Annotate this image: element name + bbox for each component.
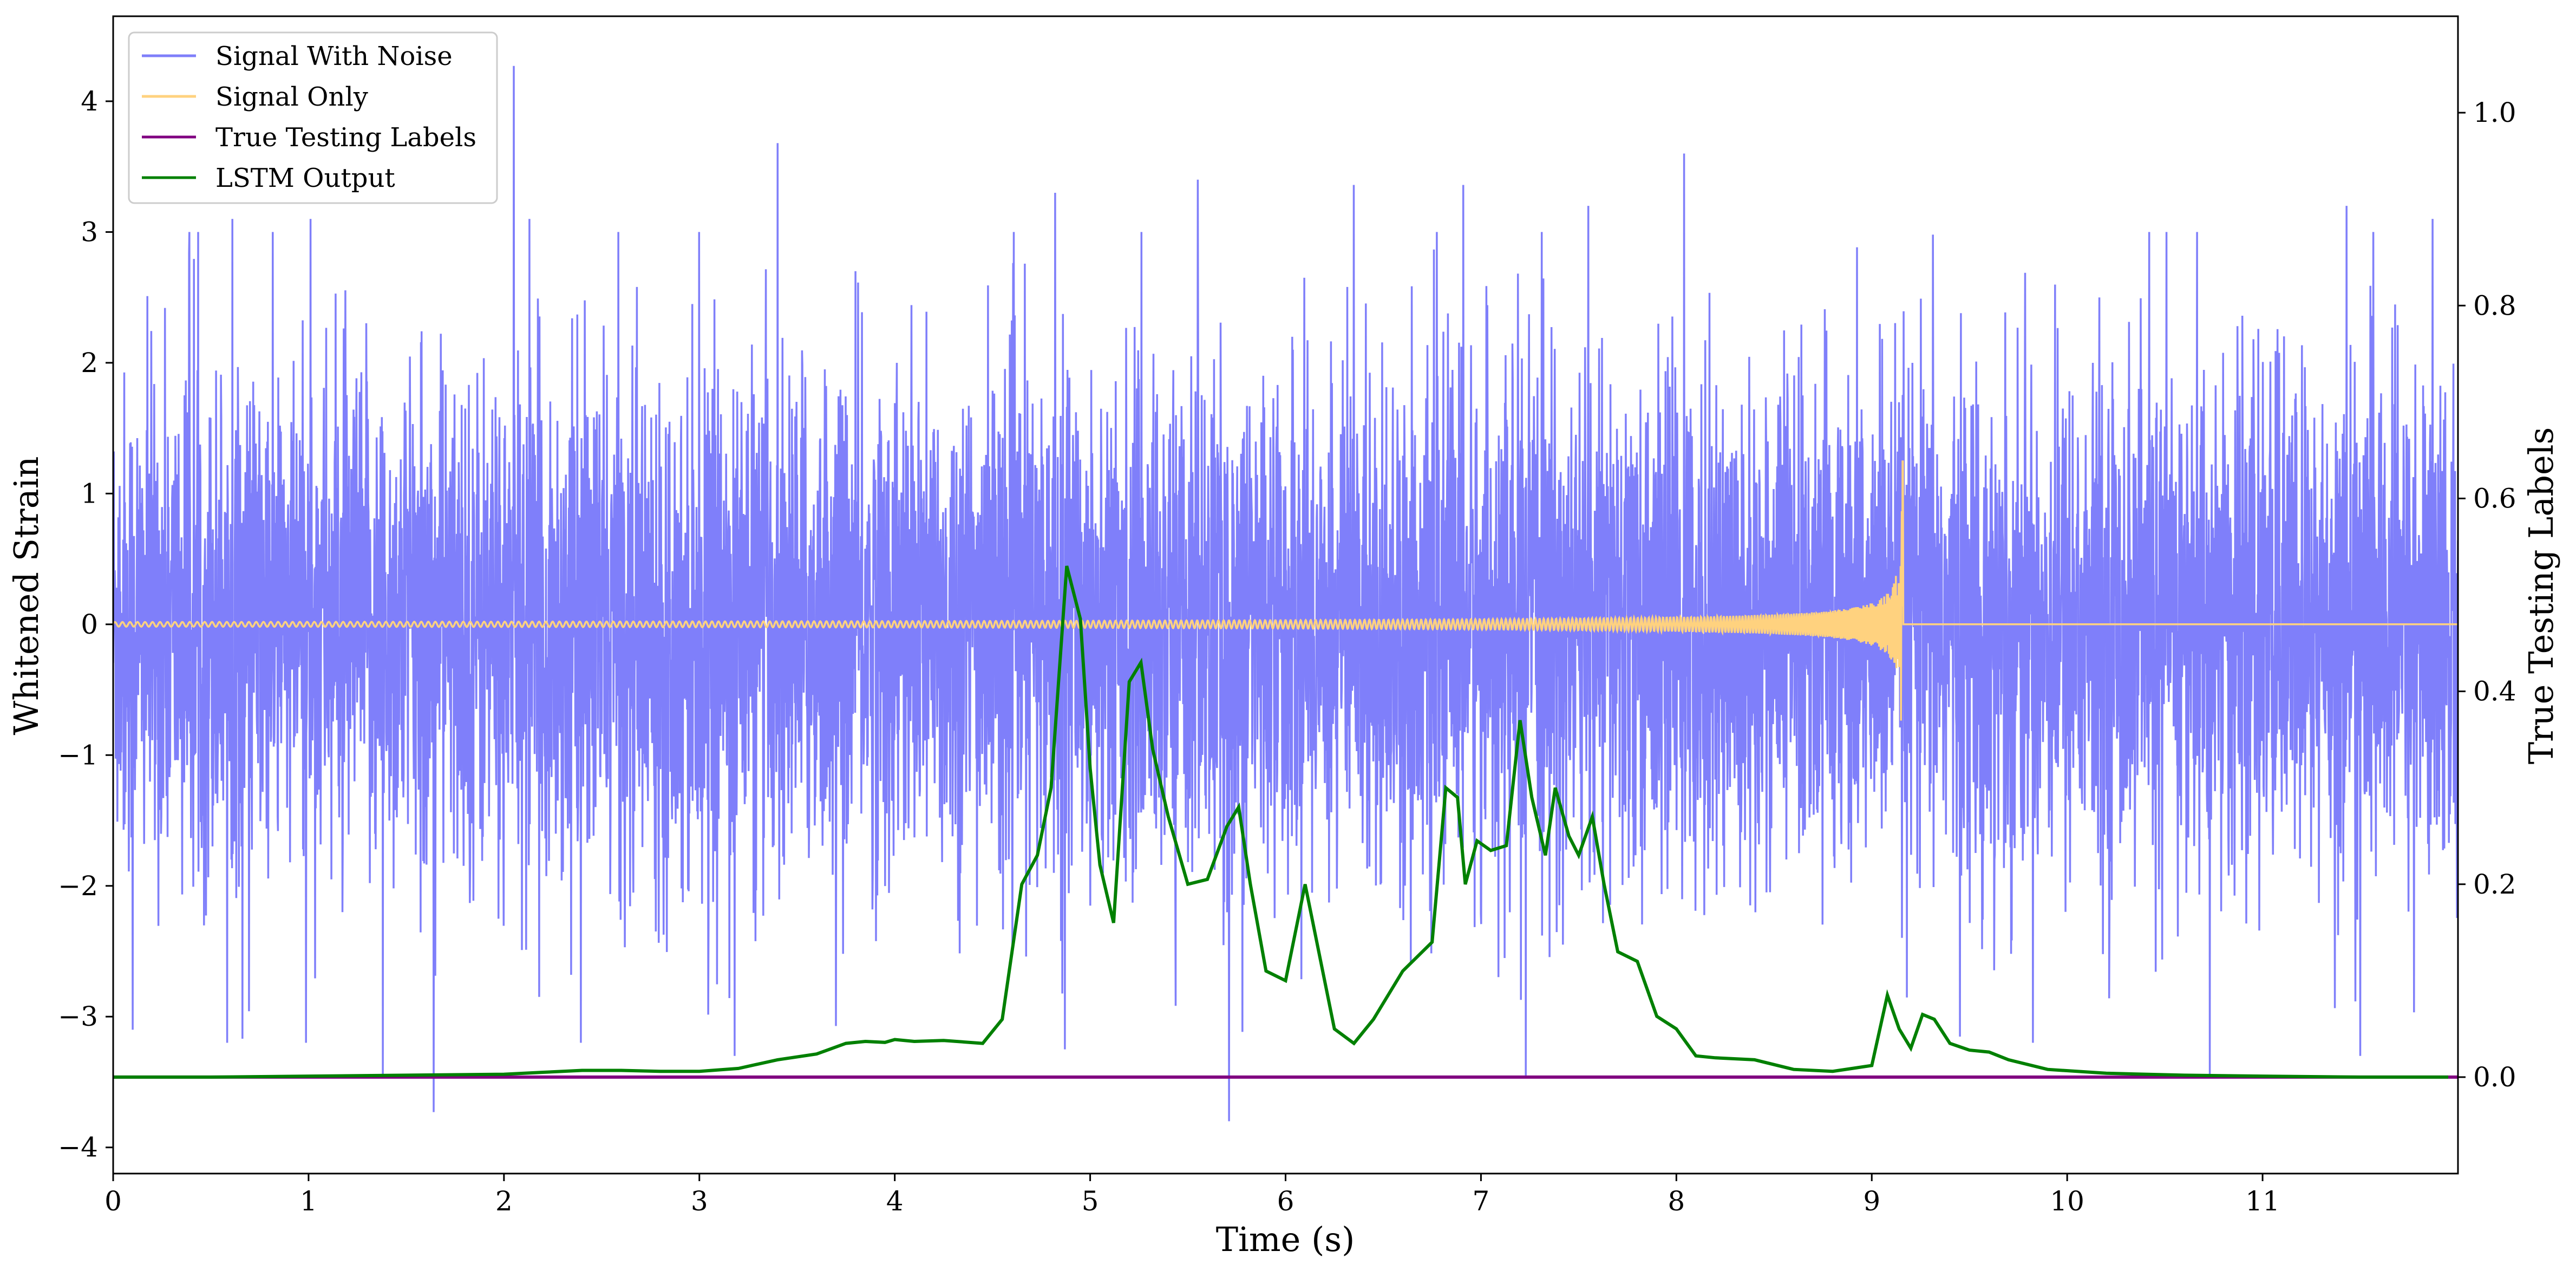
x-tick-label: 9 <box>1863 1185 1880 1217</box>
y-axis-left: −4 −3 −2 −1 0 1 2 3 4 <box>58 86 113 1163</box>
x-axis-label: Time (s) <box>1216 1220 1355 1259</box>
x-tick-label: 3 <box>691 1185 708 1217</box>
y-axis-label: Whitened Strain <box>6 457 46 735</box>
y-tick-label: 1 <box>81 478 98 509</box>
y2-tick-label: 0.6 <box>2473 483 2516 514</box>
y-tick-label: −4 <box>58 1132 98 1163</box>
y2-tick-label: 0.2 <box>2473 869 2516 900</box>
x-tick-label: 7 <box>1473 1185 1490 1217</box>
signal-with-noise-line <box>113 66 2458 1122</box>
x-axis: 0 1 2 3 4 5 6 7 8 9 10 11 <box>104 1174 2280 1217</box>
legend-entry: Signal With Noise <box>142 41 453 71</box>
y-tick-label: 3 <box>81 216 98 247</box>
legend-label: Signal Only <box>215 82 368 112</box>
legend-entry: LSTM Output <box>142 163 395 193</box>
y2-tick-label: 0.8 <box>2473 290 2516 321</box>
x-tick-label: 11 <box>2245 1185 2280 1217</box>
y-axis-right: 0.0 0.2 0.4 0.6 0.8 1.0 <box>2458 97 2516 1093</box>
y2-tick-label: 0.0 <box>2473 1061 2516 1093</box>
legend-box <box>128 31 498 204</box>
x-tick-label: 5 <box>1082 1185 1099 1217</box>
y2-axis-label: True Testing Labels <box>2521 427 2561 765</box>
y-tick-label: −2 <box>58 870 98 902</box>
x-tick-label: 6 <box>1277 1185 1294 1217</box>
legend-entry: True Testing Labels <box>142 122 476 153</box>
legend: Signal With Noise Signal Only True Testi… <box>128 31 498 204</box>
x-tick-label: 1 <box>300 1185 317 1217</box>
x-tick-label: 2 <box>495 1185 513 1217</box>
y-tick-label: −1 <box>58 739 98 771</box>
y-tick-label: 0 <box>81 609 98 640</box>
plot-area <box>113 66 2458 1122</box>
legend-entry: Signal Only <box>142 82 368 112</box>
x-tick-label: 0 <box>104 1185 122 1217</box>
y-tick-label: 4 <box>81 86 98 117</box>
y2-tick-label: 0.4 <box>2473 676 2516 707</box>
legend-label: Signal With Noise <box>215 41 453 71</box>
x-tick-label: 10 <box>2050 1185 2084 1217</box>
y-tick-label: −3 <box>58 1001 98 1032</box>
x-tick-label: 4 <box>886 1185 904 1217</box>
legend-label: LSTM Output <box>215 163 395 193</box>
y2-tick-label: 1.0 <box>2473 97 2516 128</box>
x-tick-label: 8 <box>1668 1185 1685 1217</box>
signal-only-line <box>113 460 2458 721</box>
legend-label: True Testing Labels <box>215 122 476 153</box>
lstm-output-line <box>113 565 2448 1079</box>
y-tick-label: 2 <box>81 347 98 379</box>
